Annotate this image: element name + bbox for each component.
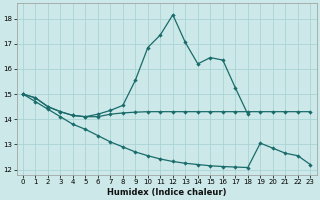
X-axis label: Humidex (Indice chaleur): Humidex (Indice chaleur) bbox=[107, 188, 226, 197]
